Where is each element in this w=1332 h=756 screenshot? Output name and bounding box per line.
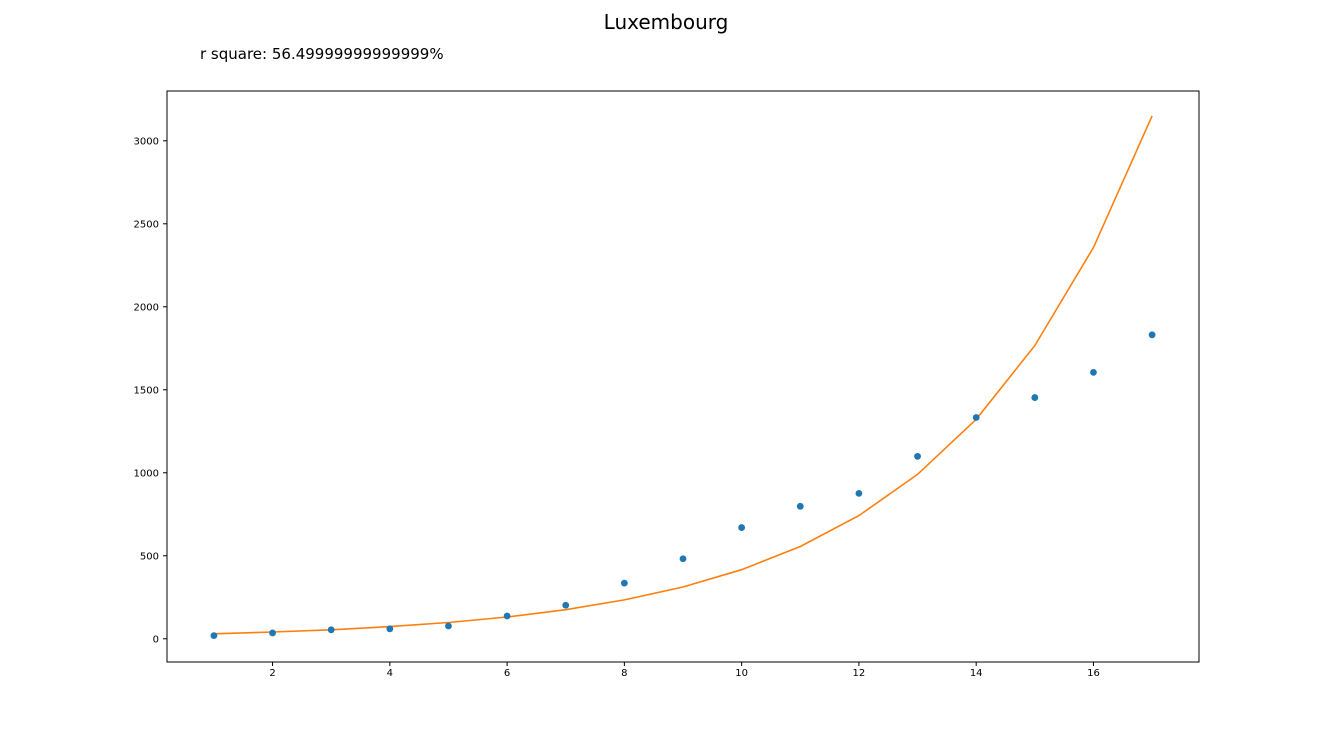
data-point: [562, 601, 570, 609]
chart-title: Luxembourg: [603, 10, 729, 34]
data-point: [738, 524, 746, 531]
x-tick-label: 8: [621, 668, 627, 679]
x-tick-label: 10: [735, 668, 748, 679]
data-point: [620, 579, 628, 587]
y-tick-label: 0: [153, 634, 159, 645]
data-point: [327, 626, 335, 634]
plot-area-frame: [166, 90, 1200, 663]
data-point: [269, 629, 276, 637]
data-point: [679, 555, 687, 563]
data-point: [445, 622, 452, 630]
data-point: [855, 489, 863, 497]
data-point: [796, 502, 804, 510]
x-tick-label: 4: [387, 668, 393, 679]
data-point: [386, 625, 394, 633]
data-point: [914, 452, 921, 460]
data-point: [503, 612, 511, 620]
r-square-annotation: r square: 56.49999999999999%: [200, 45, 444, 63]
data-point: [1031, 394, 1039, 401]
y-tick-label: 500: [140, 551, 159, 562]
y-axis: 0 500 1000 1500 2000 2500 3000: [134, 136, 167, 645]
data-point: [210, 632, 218, 640]
x-axis: 2 4 6 8 10 12 14 16: [269, 662, 1100, 679]
y-tick-label: 1000: [134, 468, 159, 479]
data-point: [1090, 368, 1097, 376]
fit-lines: [213, 115, 1153, 635]
x-tick-label: 6: [504, 668, 510, 679]
data-point: [1148, 331, 1156, 339]
data-points: [210, 331, 1156, 640]
x-tick-label: 12: [853, 668, 866, 679]
y-tick-label: 2500: [134, 219, 159, 230]
fit-curve: [213, 115, 1153, 635]
x-tick-label: 14: [970, 668, 983, 679]
x-tick-label: 16: [1087, 668, 1100, 679]
y-tick-label: 1500: [134, 385, 159, 396]
x-tick-label: 2: [269, 668, 275, 679]
y-tick-label: 2000: [134, 302, 159, 313]
y-tick-label: 3000: [134, 136, 159, 147]
data-point: [972, 414, 980, 421]
